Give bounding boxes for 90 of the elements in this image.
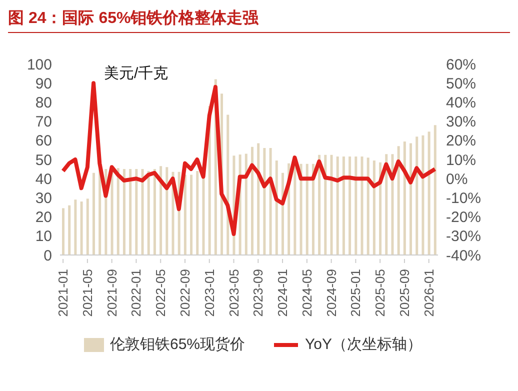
y2-tick-label: 30%: [446, 114, 476, 131]
x-tick-label: 2022-09: [177, 269, 192, 317]
y2-tick-label: -20%: [446, 209, 482, 226]
bar: [196, 170, 199, 255]
bar: [354, 156, 358, 255]
legend-label: YoY（次坐标轴）: [305, 335, 422, 354]
bar: [366, 158, 370, 255]
bar: [184, 174, 186, 255]
bar: [269, 148, 272, 255]
bar: [116, 168, 120, 255]
y-tick-label: 90: [35, 75, 52, 92]
bar: [324, 154, 327, 255]
bar: [330, 154, 333, 255]
y2-tick-label: -10%: [446, 190, 482, 208]
bar: [129, 169, 132, 255]
bar: [306, 164, 308, 255]
bar: [257, 143, 260, 255]
bar: [74, 200, 77, 255]
bar: [190, 174, 193, 255]
y-tick-label: 0: [44, 247, 52, 264]
x-tick-label: 2024-01: [275, 269, 290, 317]
y-tick-label: 40: [35, 170, 52, 188]
y-tick-label: 70: [35, 114, 52, 131]
bar: [68, 205, 71, 255]
y2-tick-label: 20%: [446, 132, 476, 150]
y-tick-label: 10: [35, 228, 52, 246]
y-axis-title: 美元/千克: [104, 64, 168, 83]
bar: [416, 136, 418, 255]
x-tick-label: 2021-05: [80, 269, 95, 317]
bar: [166, 167, 168, 255]
bar: [62, 208, 64, 255]
bar: [98, 169, 102, 255]
bar: [263, 148, 266, 255]
bar: [360, 156, 364, 255]
line-series: [61, 81, 437, 236]
bar: [312, 164, 314, 255]
bar: [348, 156, 352, 255]
y-tick-label: 30: [35, 190, 52, 208]
y2-tick-label: 50%: [446, 75, 476, 92]
x-tick-label: 2022-05: [153, 269, 168, 317]
x-tick-label: 2023-09: [250, 269, 266, 317]
bar: [300, 164, 302, 255]
y2-tick-label: 60%: [446, 56, 476, 74]
x-tick-label: 2025-05: [372, 269, 388, 317]
bar: [251, 146, 254, 255]
bar: [141, 169, 144, 255]
x-tick-label: 2024-09: [324, 269, 339, 317]
bar: [122, 169, 126, 255]
bar: [244, 154, 248, 255]
x-tick-label: 2022-01: [128, 269, 144, 317]
bar: [410, 143, 412, 255]
bar: [160, 166, 162, 255]
bar: [318, 154, 321, 255]
chart-title: 图 24：国际 65%钼铁价格整体走强: [8, 8, 259, 29]
legend-label: 伦敦钼铁65%现货价: [110, 335, 246, 354]
y-tick-label: 80: [35, 94, 52, 112]
x-tick-label: 2025-09: [396, 269, 412, 317]
y2-tick-label: -30%: [446, 228, 482, 246]
bar: [397, 146, 400, 255]
bar: [92, 172, 95, 255]
bar: [372, 160, 376, 255]
x-tick-label: 2021-01: [56, 269, 71, 317]
bar: [86, 198, 89, 255]
y-tick-label: 60: [35, 132, 52, 150]
x-tick-label: 2021-09: [104, 269, 120, 317]
x-tick-label: 2023-01: [202, 269, 217, 317]
y-tick-label: 50: [35, 152, 52, 169]
bar: [403, 142, 406, 255]
x-tick-label: 2024-05: [299, 269, 314, 317]
y-tick-label: 20: [35, 209, 52, 226]
x-tick-label: 2023-05: [226, 269, 242, 317]
y2-tick-label: 40%: [446, 94, 476, 112]
bar: [153, 169, 156, 255]
y-tick-label: 100: [26, 56, 52, 74]
y2-tick-label: 10%: [446, 152, 476, 169]
y2-tick-label: -40%: [446, 247, 482, 264]
x-tick-label: 2026-01: [421, 269, 436, 317]
bar: [135, 169, 138, 255]
y2-tick-label: 0%: [446, 170, 468, 188]
bar: [147, 170, 150, 255]
bar: [391, 154, 394, 255]
bar: [385, 154, 388, 255]
bar: [80, 202, 83, 255]
bar: [434, 125, 436, 255]
bar: [226, 114, 230, 255]
bar: [342, 156, 345, 255]
bar: [336, 156, 339, 255]
x-tick-label: 2025-01: [348, 269, 364, 317]
bar: [422, 135, 424, 255]
bar: [428, 132, 430, 255]
